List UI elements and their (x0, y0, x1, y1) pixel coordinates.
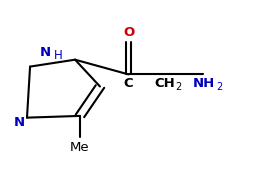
Text: 2: 2 (175, 82, 181, 92)
Text: NH: NH (193, 77, 215, 90)
Text: CH: CH (154, 77, 175, 90)
Text: O: O (123, 26, 134, 39)
Text: H: H (53, 48, 62, 62)
Text: 2: 2 (216, 82, 222, 92)
Text: Me: Me (70, 140, 90, 154)
Text: N: N (39, 46, 51, 59)
Text: C: C (124, 77, 133, 90)
Text: N: N (14, 116, 25, 129)
